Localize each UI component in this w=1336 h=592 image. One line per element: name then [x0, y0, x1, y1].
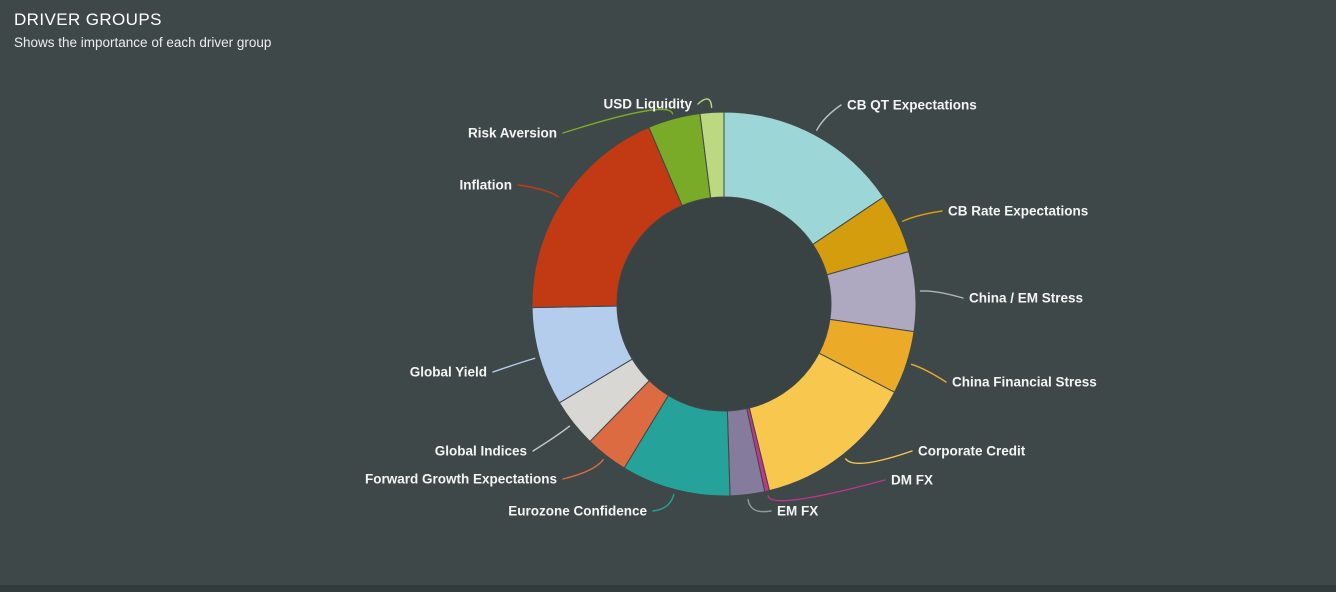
slice-label-usd-liquidity: USD Liquidity	[604, 97, 693, 112]
slice-label-cb-qt-expectations: CB QT Expectations	[847, 98, 977, 113]
slice-label-corporate-credit: Corporate Credit	[918, 444, 1026, 459]
page-subtitle: Shows the importance of each driver grou…	[14, 35, 272, 50]
slice-label-em-fx: EM FX	[777, 504, 818, 519]
label-connector-forward-growth-expectations	[562, 458, 604, 480]
slice-label-forward-growth-expectations: Forward Growth Expectations	[365, 472, 557, 487]
slice-label-risk-aversion: Risk Aversion	[468, 126, 557, 141]
slice-label-dm-fx: DM FX	[891, 473, 933, 488]
label-connector-global-indices	[532, 425, 571, 452]
slice-label-inflation: Inflation	[460, 178, 513, 193]
label-connector-cb-rate-expectations	[902, 210, 943, 222]
label-connector-eurozone-confidence	[652, 493, 675, 512]
label-connector-risk-aversion	[562, 108, 674, 134]
label-connector-usd-liquidity	[697, 98, 713, 109]
page-title: DRIVER GROUPS	[14, 10, 162, 29]
slice-label-cb-rate-expectations: CB Rate Expectations	[948, 204, 1088, 219]
label-connector-china-em-stress	[919, 290, 964, 299]
slice-label-global-yield: Global Yield	[410, 365, 487, 380]
label-connector-dm-fx	[767, 479, 886, 502]
slice-label-china-em-stress: China / EM Stress	[969, 291, 1083, 306]
label-connector-corporate-credit	[845, 450, 913, 464]
label-connector-china-financial-stress	[910, 363, 947, 383]
slice-label-china-financial-stress: China Financial Stress	[952, 375, 1097, 390]
slice-label-global-indices: Global Indices	[435, 444, 527, 459]
pie-slice-usd-liquidity[interactable]	[699, 111, 725, 199]
label-connector-cb-qt-expectations	[816, 104, 842, 131]
bottom-bar	[0, 585, 1336, 592]
label-connector-em-fx	[747, 498, 772, 513]
donut-hole	[615, 195, 833, 413]
label-connector-global-yield	[492, 357, 536, 373]
chart-header: DRIVER GROUPS Shows the importance of ea…	[14, 10, 271, 50]
pie-slice-inflation[interactable]	[531, 126, 683, 309]
label-connector-inflation	[517, 184, 560, 198]
slice-label-eurozone-confidence: Eurozone Confidence	[508, 504, 647, 519]
